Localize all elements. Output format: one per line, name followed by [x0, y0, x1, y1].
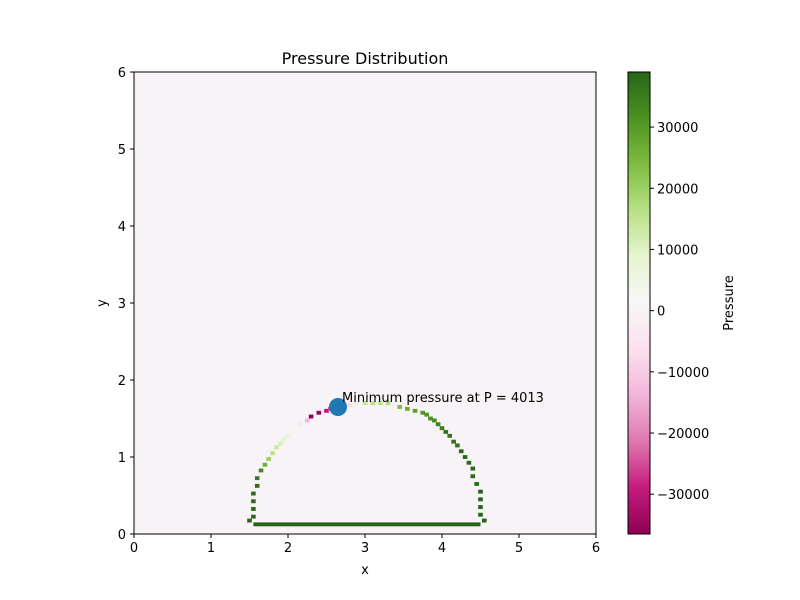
heatmap-cell	[355, 401, 360, 406]
heatmap-cell	[474, 482, 479, 486]
y-axis-label: y	[95, 299, 110, 307]
heatmap-cell	[254, 476, 260, 481]
colorbar-tick-label: 30000	[657, 121, 698, 136]
colorbar-ticks: −30000 −20000 −10000 0 10000 20000 30000	[650, 121, 709, 503]
heatmap-cell	[424, 412, 429, 417]
heatmap-cell	[405, 406, 410, 411]
y-tick-label: 1	[118, 451, 126, 466]
heatmap-cell	[274, 445, 279, 450]
chart-title: Pressure Distribution	[282, 49, 449, 68]
x-tick-label: 1	[207, 541, 215, 556]
heatmap-cell	[247, 518, 252, 523]
heatmap-cell	[462, 455, 468, 459]
heatmap-cell	[447, 433, 452, 438]
colorbar-tick-label: −30000	[657, 488, 709, 503]
colorbar-label: Pressure	[722, 275, 737, 331]
minimum-pressure-annotation: Minimum pressure at P = 4013	[342, 391, 544, 406]
colorbar-tick-label: 20000	[657, 182, 698, 197]
y-tick-label: 6	[118, 66, 126, 81]
heatmap-cell	[370, 401, 375, 406]
heatmap-cell	[251, 514, 256, 519]
heatmap-cell	[324, 408, 329, 413]
heatmap-cell	[458, 449, 464, 454]
x-tick-label: 2	[284, 541, 292, 556]
heatmap-cell	[420, 410, 425, 415]
heatmap-bottom-segment	[253, 522, 481, 527]
heatmap-cell	[347, 403, 352, 407]
heatmap-background	[134, 72, 596, 534]
heatmap-cell	[316, 410, 322, 415]
y-tick-label: 2	[118, 374, 126, 389]
colorbar-tick-label: 10000	[657, 243, 698, 258]
heatmap-cell	[289, 430, 295, 434]
heatmap-cell	[258, 468, 264, 473]
x-axis-ticks: 0 1 2 3 4 5 6	[130, 534, 600, 556]
heatmap-cell	[251, 507, 256, 511]
heatmap-cell	[478, 512, 483, 517]
heatmap-cell	[432, 418, 437, 423]
x-tick-label: 6	[592, 541, 600, 556]
y-tick-label: 3	[118, 297, 126, 312]
heatmap-cell	[439, 426, 445, 431]
heatmap-cell	[455, 443, 460, 448]
x-axis-label: x	[361, 563, 369, 578]
heatmap-cell	[378, 401, 383, 406]
heatmap-cell	[435, 422, 441, 427]
minimum-pressure-marker	[329, 398, 347, 416]
x-tick-label: 3	[361, 541, 369, 556]
marker-layer: Minimum pressure at P = 4013	[329, 391, 544, 416]
heatmap-cell	[478, 505, 483, 509]
heatmap-cell	[470, 474, 476, 479]
heatmap-cell	[466, 460, 472, 465]
heatmap-cell	[412, 408, 418, 413]
heatmap-cell	[308, 414, 314, 419]
heatmap-cell	[270, 451, 275, 456]
heatmap-cell	[266, 457, 271, 461]
heatmap-cell	[451, 439, 456, 444]
heatmap-cell	[362, 401, 368, 406]
heatmap-cell	[278, 441, 283, 446]
y-axis-ticks: 0 1 2 3 4 5 6	[118, 66, 134, 543]
colorbar	[627, 71, 651, 535]
colorbar-tick-label: −20000	[657, 427, 709, 442]
heatmap-cell	[251, 499, 256, 504]
heatmap-cell	[478, 497, 483, 502]
heatmap-cell	[443, 430, 449, 434]
heatmap-cell	[297, 422, 302, 427]
heatmap-cell	[251, 491, 256, 496]
heatmap-cell	[262, 462, 268, 467]
heatmap-cell	[397, 405, 402, 409]
heatmap-cell	[285, 433, 291, 438]
heatmap-cell	[281, 437, 287, 442]
y-tick-label: 0	[118, 528, 126, 543]
colorbar-tick-label: 0	[657, 305, 665, 320]
x-tick-label: 4	[438, 541, 446, 556]
heatmap-cell	[254, 483, 260, 488]
heatmap-cell	[293, 426, 298, 431]
heatmap-cell	[478, 489, 483, 494]
heatmap-cell	[385, 401, 391, 406]
x-tick-label: 5	[515, 541, 523, 556]
heatmap-cell	[482, 518, 487, 523]
colorbar-tick-label: −10000	[657, 366, 709, 381]
y-tick-label: 5	[118, 143, 126, 158]
y-tick-label: 4	[118, 220, 126, 235]
heatmap-cell	[428, 416, 433, 421]
heatmap-cell	[304, 418, 310, 423]
heatmap-cell	[470, 466, 476, 471]
x-tick-label: 0	[130, 541, 138, 556]
